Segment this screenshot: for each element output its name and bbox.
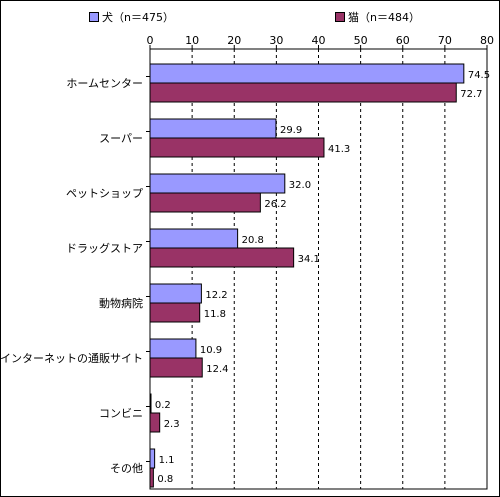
category-label: 動物病院 bbox=[99, 296, 143, 310]
data-label: 29.9 bbox=[280, 125, 302, 136]
bar-cat bbox=[149, 247, 295, 268]
bar-dog bbox=[149, 63, 465, 84]
bar-dog bbox=[149, 173, 286, 194]
legend-label-dog: 犬（n＝475） bbox=[102, 11, 174, 24]
bar-cat bbox=[149, 82, 457, 103]
data-label: 72.7 bbox=[460, 89, 482, 100]
bar-dog bbox=[149, 393, 152, 414]
bar-dog bbox=[149, 283, 202, 304]
x-tick-label: 60 bbox=[396, 34, 410, 47]
data-label: 74.5 bbox=[468, 70, 490, 81]
legend-item-cat: 猫（n＝484） bbox=[335, 9, 420, 25]
legend: 犬（n＝475） 猫（n＝484） bbox=[15, 9, 485, 25]
legend-swatch-dog bbox=[89, 12, 99, 22]
data-label: 0.2 bbox=[155, 400, 171, 411]
bar-dog bbox=[149, 338, 197, 359]
data-label: 11.8 bbox=[204, 309, 226, 320]
bar-cat bbox=[149, 412, 161, 433]
data-label: 20.8 bbox=[242, 235, 264, 246]
bar-dog bbox=[149, 228, 239, 249]
x-tick-label: 30 bbox=[269, 34, 283, 47]
bar-dog bbox=[149, 448, 156, 469]
category-label: ホームセンター bbox=[66, 77, 143, 90]
category-label: ドラッグストア bbox=[66, 241, 143, 255]
x-tick-label: 80 bbox=[480, 34, 494, 47]
data-label: 0.8 bbox=[157, 474, 173, 485]
data-label: 12.4 bbox=[206, 364, 228, 375]
x-tick-label: 70 bbox=[438, 34, 452, 47]
legend-item-dog: 犬（n＝475） bbox=[89, 9, 174, 25]
bar-cat bbox=[149, 137, 325, 158]
data-label: 32.0 bbox=[289, 180, 311, 191]
data-label: 12.2 bbox=[205, 290, 227, 301]
legend-label-cat: 猫（n＝484） bbox=[348, 11, 420, 24]
data-label: 1.1 bbox=[159, 455, 175, 466]
category-label: コンビニ bbox=[99, 407, 143, 420]
bar-dog bbox=[149, 118, 277, 139]
bar-cat bbox=[149, 302, 201, 323]
x-tick-label: 20 bbox=[227, 34, 241, 47]
data-label: 34.1 bbox=[298, 254, 320, 265]
data-label: 26.2 bbox=[264, 199, 286, 210]
x-tick-label: 40 bbox=[312, 34, 326, 47]
bar-cat bbox=[149, 192, 261, 213]
x-tick-label: 0 bbox=[147, 34, 154, 47]
data-label: 10.9 bbox=[200, 345, 222, 356]
data-label: 41.3 bbox=[328, 144, 350, 155]
x-tick-label: 50 bbox=[354, 34, 368, 47]
bar-cat bbox=[149, 467, 154, 488]
bar-cat bbox=[149, 357, 203, 378]
data-label: 2.3 bbox=[164, 419, 180, 430]
x-tick-label: 10 bbox=[185, 34, 199, 47]
category-label: ペットショップ bbox=[66, 187, 143, 200]
category-label: その他 bbox=[110, 462, 143, 475]
legend-swatch-cat bbox=[335, 12, 345, 22]
category-label: インターネットの通販サイト bbox=[1, 352, 143, 365]
category-label: スーパー bbox=[99, 132, 143, 145]
